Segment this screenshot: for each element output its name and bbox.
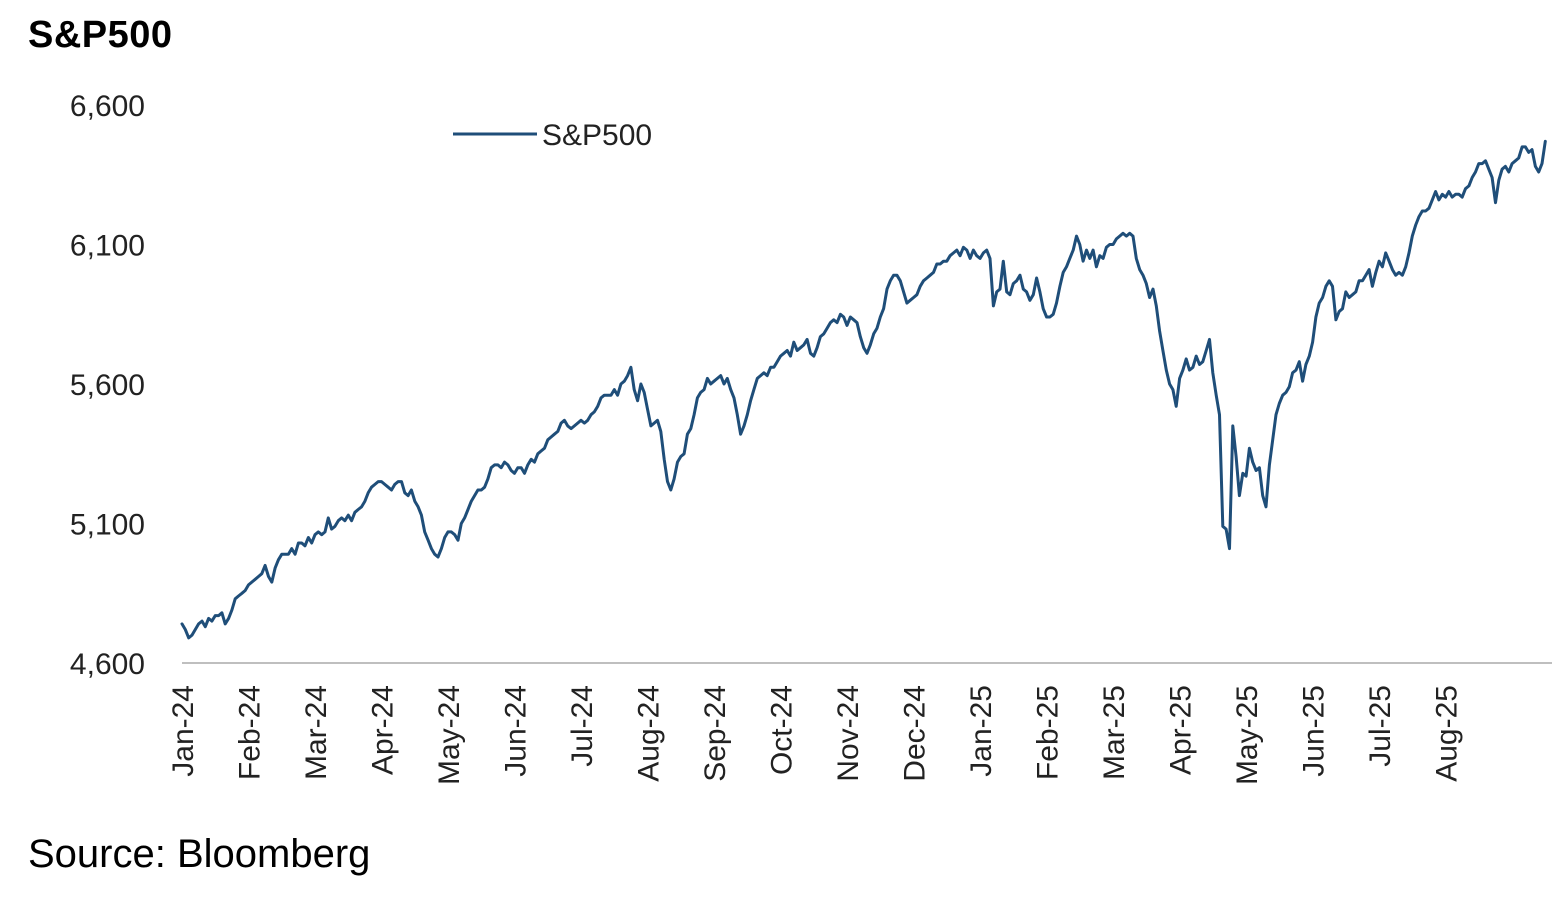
chart-title: S&P500: [28, 14, 173, 56]
x-axis-ticks: Jan-24 Feb-24 Mar-24 Apr-24 May-24 Jun-24 Jul-…: [167, 685, 1464, 785]
source-note: Source: Bloomberg: [28, 832, 371, 876]
y-tick-label: 6,100: [70, 230, 145, 263]
y-axis-ticks: 4,600 5,100 5,600 6,100 6,600: [70, 90, 145, 681]
x-tick-label: Oct-24: [766, 685, 799, 775]
x-tick-label: Jun-25: [1298, 685, 1331, 777]
x-tick-label: Feb-25: [1032, 685, 1065, 780]
x-tick-label: Apr-25: [1165, 685, 1198, 775]
x-tick-label: Jun-24: [500, 685, 533, 777]
y-tick-label: 5,600: [70, 369, 145, 402]
x-tick-label: Aug-24: [633, 685, 666, 782]
x-tick-label: May-24: [433, 685, 466, 785]
x-tick-label: Jan-25: [965, 685, 998, 777]
x-tick-label: Apr-24: [367, 685, 400, 775]
x-tick-label: Jul-25: [1364, 685, 1397, 767]
y-tick-label: 5,100: [70, 509, 145, 542]
x-tick-label: Aug-25: [1431, 685, 1464, 782]
x-tick-label: Sep-24: [699, 685, 732, 782]
legend: S&P500: [453, 119, 652, 152]
x-tick-label: Feb-24: [234, 685, 267, 780]
x-tick-label: Dec-24: [899, 685, 932, 782]
x-tick-label: May-25: [1231, 685, 1264, 785]
x-tick-label: Jan-24: [167, 685, 200, 777]
x-tick-label: Nov-24: [832, 685, 865, 782]
series-line-sp500: [180, 139, 1547, 640]
x-tick-label: Mar-24: [300, 685, 333, 780]
y-tick-label: 6,600: [70, 90, 145, 123]
legend-label: S&P500: [542, 119, 652, 152]
x-tick-label: Jul-24: [566, 685, 599, 767]
x-tick-label: Mar-25: [1098, 685, 1131, 780]
y-tick-label: 4,600: [70, 648, 145, 681]
